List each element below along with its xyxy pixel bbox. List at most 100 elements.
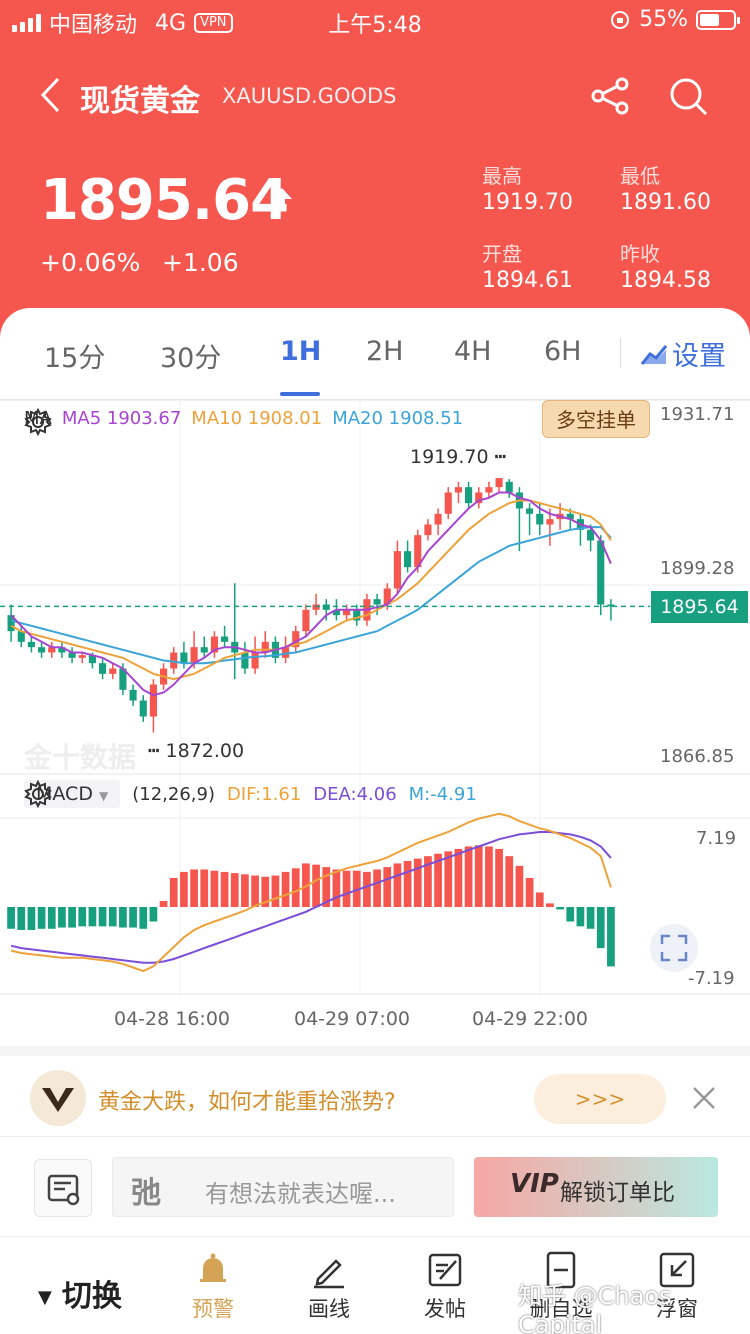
macd-histogram-bar: [525, 877, 534, 907]
tab-4h[interactable]: 4H: [454, 336, 492, 367]
candle-body: [251, 652, 259, 669]
macd-histogram-bar: [444, 851, 453, 907]
macd-histogram-bar: [576, 907, 585, 927]
macd-histogram-bar: [505, 856, 514, 907]
candle-body: [444, 492, 452, 514]
macd-histogram-bar: [515, 865, 524, 907]
kline-chart[interactable]: MA MA5 1903.67 MA10 1908.01 MA20 1908.51…: [0, 400, 750, 1040]
promo-text[interactable]: 黄金大跌，如何才能重拾涨势?: [98, 1090, 396, 1115]
nav-bar: 现货黄金 XAUUSD.GOODS: [0, 62, 750, 126]
macd-histogram-bar: [302, 863, 310, 907]
macd-histogram-bar: [352, 870, 361, 907]
battery-percent: 55%: [639, 7, 688, 32]
long-short-orders-button[interactable]: 多空挂单: [542, 400, 650, 438]
y-axis-top: 1931.71: [660, 404, 735, 425]
pen-icon: [314, 1259, 344, 1289]
time-label-3: 04-29 22:00: [472, 1008, 589, 1030]
open-value: 1894.61: [482, 268, 573, 293]
edit-post-icon: [428, 1253, 462, 1287]
high-annotation-value: 1919.70: [410, 446, 489, 468]
candle-body: [78, 655, 86, 658]
chart-settings-button[interactable]: 设置: [640, 334, 726, 373]
macd-legend: MACD ▼ (12,26,9) DIF:1.61 DEA:4.06 M:-4.…: [24, 780, 477, 808]
ma20-value: MA20 1908.51: [332, 408, 464, 429]
post-button[interactable]: 发帖: [400, 1251, 490, 1323]
macd-histogram-bar: [485, 846, 493, 907]
macd-histogram-bar: [159, 900, 168, 907]
switch-button[interactable]: ▼ 切换: [38, 1271, 122, 1315]
chart-canvas[interactable]: [0, 400, 750, 1040]
ma-legend: MA MA5 1903.67 MA10 1908.01 MA20 1908.51: [24, 408, 464, 436]
candle-body: [353, 609, 361, 621]
macd-params: (12,26,9): [132, 783, 215, 805]
ma10-value: MA10 1908.01: [191, 408, 323, 429]
macd-histogram-bar: [474, 845, 483, 907]
candle-body: [241, 652, 249, 669]
vip-button-label: 解锁订单比: [560, 1180, 675, 1206]
tab-1h[interactable]: 1H: [280, 336, 322, 367]
settings-label: 设置: [672, 341, 726, 372]
alert-button[interactable]: 预警: [168, 1251, 258, 1323]
comment-input[interactable]: 弛 有想法就表达喔...: [112, 1157, 454, 1217]
alert-label: 预警: [192, 1297, 234, 1321]
symbol-code: XAUUSD.GOODS: [222, 84, 397, 108]
tab-6h[interactable]: 6H: [544, 336, 582, 367]
dif-line: [10, 812, 612, 973]
candle-body: [475, 492, 483, 504]
macd-histogram-bar: [363, 871, 371, 907]
active-tab-indicator: [280, 392, 320, 396]
candle-body: [200, 647, 208, 653]
macd-histogram-bar: [281, 871, 290, 907]
macd-histogram-bar: [78, 907, 87, 927]
close-icon[interactable]: [690, 1084, 718, 1112]
gear-icon[interactable]: [24, 780, 52, 808]
candle-body: [27, 641, 35, 648]
float-window-button[interactable]: 浮窗: [632, 1251, 722, 1323]
candle-body: [129, 689, 137, 701]
chevron-left-icon[interactable]: [38, 76, 62, 114]
candle-body: [180, 652, 188, 664]
emoji-badge-icon[interactable]: 弛: [131, 1176, 161, 1211]
unlock-order-ratio-button[interactable]: VIP 解锁订单比: [474, 1157, 718, 1217]
macd-histogram-bar: [312, 864, 320, 907]
share-icon[interactable]: [588, 74, 632, 118]
document-settings-icon[interactable]: [34, 1159, 92, 1217]
candle-body: [566, 513, 574, 520]
candle-body: [526, 508, 534, 514]
ma10-line: [10, 499, 612, 681]
chart-trend-icon: [640, 344, 668, 365]
high-annotation: 1919.70 ┅: [410, 446, 507, 468]
gear-icon[interactable]: [24, 408, 52, 436]
post-label: 发帖: [424, 1297, 466, 1321]
fullscreen-button[interactable]: [650, 924, 698, 972]
promo-banner[interactable]: 黄金大跌，如何才能重拾涨势? >>>: [0, 1046, 750, 1136]
clock: 上午5:48: [328, 13, 422, 38]
macd-histogram-bar: [464, 846, 473, 907]
macd-histogram-bar: [322, 867, 331, 907]
tab-30m[interactable]: 30分: [160, 343, 222, 374]
promo-more-button[interactable]: >>>: [534, 1074, 666, 1124]
candle-body: [139, 700, 147, 717]
candle-body: [170, 652, 178, 669]
search-icon[interactable]: [666, 74, 710, 118]
candle-body: [88, 655, 96, 664]
jin10-v-logo-icon: [30, 1070, 86, 1126]
macd-histogram-bar: [424, 856, 432, 907]
candle-body: [282, 647, 290, 658]
high-value: 1919.70: [482, 190, 573, 215]
high-label: 最高: [482, 164, 522, 188]
candle-body: [190, 647, 198, 664]
draw-line-button[interactable]: 画线: [284, 1251, 374, 1323]
tab-15m[interactable]: 15分: [44, 343, 106, 374]
network-type: 4G: [155, 10, 187, 36]
float-window-label: 浮窗: [656, 1297, 698, 1321]
comment-placeholder: 有想法就表达喔...: [205, 1180, 396, 1208]
macd-histogram-bar: [332, 869, 341, 907]
macd-histogram-bar: [291, 868, 300, 907]
candle-body: [505, 481, 513, 493]
tab-2h[interactable]: 2H: [366, 336, 404, 367]
prev-close-value: 1894.58: [620, 268, 711, 293]
candle-body: [332, 609, 340, 616]
remove-favorite-button[interactable]: 删自选: [516, 1251, 606, 1323]
candle-body: [7, 615, 15, 632]
